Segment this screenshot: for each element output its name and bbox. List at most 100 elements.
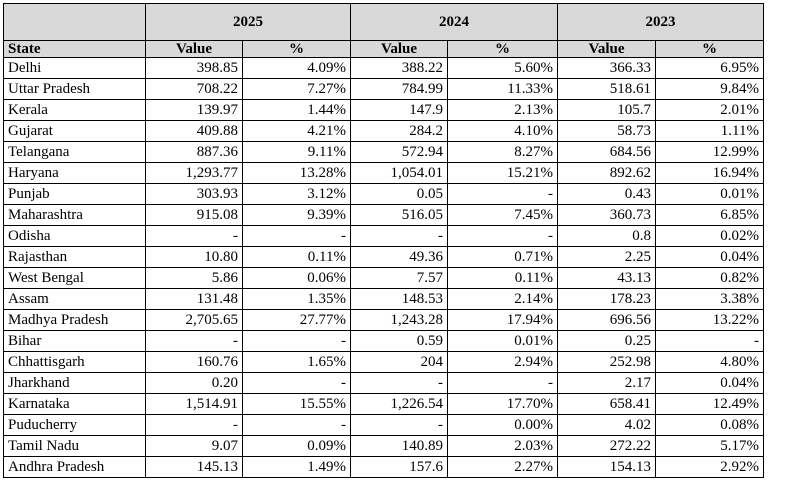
table-row: Assam 131.48 1.35% 148.53 2.14% 178.23 3.38% (3, 288, 764, 310)
table-row: Andhra Pradesh 145.13 1.49% 157.6 2.27% 154.1… (3, 456, 764, 478)
pct-2023-cell: 5.17% (655, 435, 764, 457)
value-2025-cell: 160.76 (145, 351, 243, 373)
pct-2024-cell: 0.11% (447, 267, 558, 289)
value-2025-cell: 887.36 (145, 141, 243, 163)
value-2024-cell: - (350, 225, 448, 247)
pct-2023-cell: 4.80% (655, 351, 764, 373)
state-data-table: 2025 2024 2023 State Value % Value % Val… (3, 3, 764, 478)
value-2023-cell: 366.33 (557, 57, 656, 79)
value-2025-cell: 5.86 (145, 267, 243, 289)
pct-2023-cell: 13.22% (655, 309, 764, 331)
pct-2023-cell: 2.01% (655, 99, 764, 121)
value-2024-cell: 572.94 (350, 141, 448, 163)
value-2023-cell: 0.8 (557, 225, 656, 247)
pct-2025-cell: - (242, 414, 351, 436)
pct-2023-cell: 3.38% (655, 288, 764, 310)
pct-2025-cell: 1.35% (242, 288, 351, 310)
pct-2025-cell: 1.49% (242, 456, 351, 478)
state-cell: Chhattisgarh (3, 351, 146, 373)
state-cell: Karnataka (3, 393, 146, 415)
value-2023-cell: 684.56 (557, 141, 656, 163)
pct-2023-cell: 0.04% (655, 372, 764, 394)
pct-2025-cell: 7.27% (242, 78, 351, 100)
column-header-row: State Value % Value % Value % (3, 40, 764, 58)
pct-2024-cell: 0.00% (447, 414, 558, 436)
value-2024-cell: 148.53 (350, 288, 448, 310)
state-cell: Andhra Pradesh (3, 456, 146, 478)
value-2024-cell: 284.2 (350, 120, 448, 142)
state-cell: Delhi (3, 57, 146, 79)
table-row: Odisha - - - -0.8 0.02% (3, 225, 764, 247)
value-2024-cell: 1,226.54 (350, 393, 448, 415)
value-2023-cell: 272.22 (557, 435, 656, 457)
value-2025-cell: 9.07 (145, 435, 243, 457)
pct-2024-cell: 2.27% (447, 456, 558, 478)
value-2025-cell: - (145, 225, 243, 247)
state-cell: Haryana (3, 162, 146, 184)
value-2025-cell: 1,293.77 (145, 162, 243, 184)
value-2025-cell: 2,705.65 (145, 309, 243, 331)
value-2023-cell: 252.98 (557, 351, 656, 373)
value-2023-cell: 518.61 (557, 78, 656, 100)
pct-2023-cell: 6.95% (655, 57, 764, 79)
pct-2025-cell: 0.11% (242, 246, 351, 268)
value-2023-cell: 0.43 (557, 183, 656, 205)
year-header-row: 2025 2024 2023 (3, 3, 764, 41)
table-row: Telangana 887.36 9.11% 572.94 8.27% 684.56 12.… (3, 141, 764, 163)
table-row: Chhattisgarh 160.76 1.65% 204 2.94% 252.98 4.8… (3, 351, 764, 373)
value-2023-cell: 696.56 (557, 309, 656, 331)
value-2024-cell: 516.05 (350, 204, 448, 226)
value-2024-cell: 140.89 (350, 435, 448, 457)
value-2023-cell: 360.73 (557, 204, 656, 226)
value-2025-cell: 10.80 (145, 246, 243, 268)
pct-2023-cell: 2.92% (655, 456, 764, 478)
table-row: Gujarat 409.88 4.21% 284.2 4.10% 58.73 1.11% (3, 120, 764, 142)
pct-2024-cell: 11.33% (447, 78, 558, 100)
value-2023-cell: 105.7 (557, 99, 656, 121)
table-row: Madhya Pradesh 2,705.65 27.77% 1,243.28 17.9… (3, 309, 764, 331)
pct-2024-cell: 2.03% (447, 435, 558, 457)
value-2025-cell: 915.08 (145, 204, 243, 226)
state-cell: Madhya Pradesh (3, 309, 146, 331)
state-column-header: State (3, 40, 146, 58)
pct-2024-cell: 7.45% (447, 204, 558, 226)
state-cell: Uttar Pradesh (3, 78, 146, 100)
value-2025-cell: - (145, 330, 243, 352)
pct-2024-cell: - (447, 225, 558, 247)
pct-2023-cell: 0.04% (655, 246, 764, 268)
table-row: Kerala 139.97 1.44% 147.9 2.13% 105.7 2.01% (3, 99, 764, 121)
table-row: Maharashtra 915.08 9.39% 516.05 7.45% 360.73 6… (3, 204, 764, 226)
value-2023-cell: 178.23 (557, 288, 656, 310)
pct-2023-cell: 0.08% (655, 414, 764, 436)
value-2024-cell: 147.9 (350, 99, 448, 121)
pct-2024-cell: 5.60% (447, 57, 558, 79)
table-row: Delhi 398.85 4.09% 388.22 5.60% 366.33 6.95% (3, 57, 764, 79)
pct-2024-cell: 4.10% (447, 120, 558, 142)
value-2023-cell: 658.41 (557, 393, 656, 415)
pct-2025-cell: 13.28% (242, 162, 351, 184)
pct-2023-cell: 1.11% (655, 120, 764, 142)
pct-2024-cell: 0.71% (447, 246, 558, 268)
pct-2025-cell: 4.09% (242, 57, 351, 79)
pct-2023-cell: 0.82% (655, 267, 764, 289)
value-2023-cell: 43.13 (557, 267, 656, 289)
value-2023-cell: 892.62 (557, 162, 656, 184)
table-row: Rajasthan 10.80 0.11% 49.36 0.71% 2.25 0.04% (3, 246, 764, 268)
pct-2025-cell: - (242, 225, 351, 247)
table-row: West Bengal 5.86 0.06% 7.57 0.11% 43.13 0.82% (3, 267, 764, 289)
value-2024-cell: 204 (350, 351, 448, 373)
value-2024-cell: - (350, 414, 448, 436)
pct-2023-cell: 0.01% (655, 183, 764, 205)
value-2023-cell: 0.25 (557, 330, 656, 352)
pct-2025-cell: 1.65% (242, 351, 351, 373)
value-2024-cell: - (350, 372, 448, 394)
value-2024-cell: 784.99 (350, 78, 448, 100)
pct-2024-cell: - (447, 183, 558, 205)
pct-2025-cell: - (242, 372, 351, 394)
state-cell: Kerala (3, 99, 146, 121)
pct-2023-cell: 12.49% (655, 393, 764, 415)
value-2024-cell: 49.36 (350, 246, 448, 268)
state-cell: Maharashtra (3, 204, 146, 226)
pct-2024-cell: 2.94% (447, 351, 558, 373)
value-2023-cell: 2.25 (557, 246, 656, 268)
